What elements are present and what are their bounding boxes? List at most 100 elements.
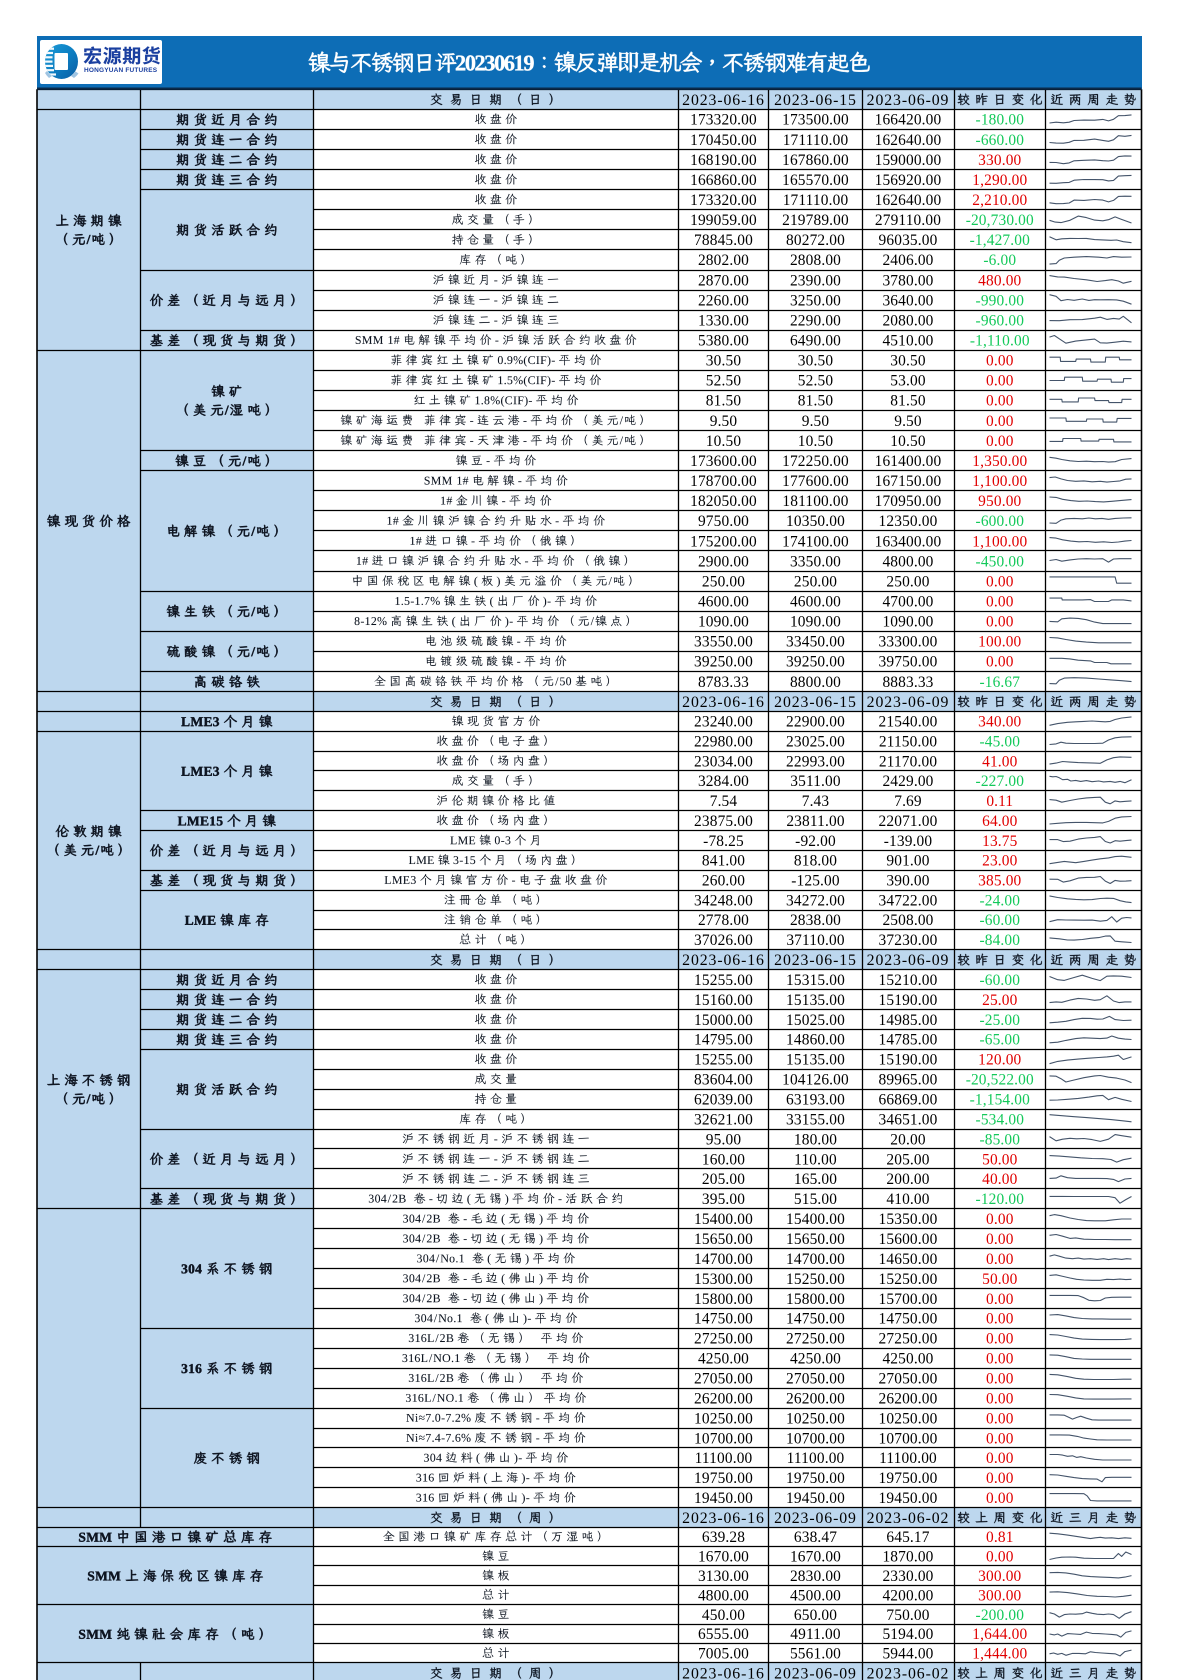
svg-text:385.00: 385.00 <box>978 873 1021 890</box>
svg-text:10.50: 10.50 <box>798 433 834 450</box>
svg-text:0.00: 0.00 <box>986 1231 1014 1248</box>
svg-text:0.00: 0.00 <box>986 1291 1014 1308</box>
svg-text:7005.00: 7005.00 <box>698 1646 749 1663</box>
svg-text:340.00: 340.00 <box>978 714 1021 731</box>
svg-text:0.00: 0.00 <box>986 573 1014 590</box>
svg-text:0.00: 0.00 <box>986 353 1014 370</box>
svg-text:81.50: 81.50 <box>706 393 742 410</box>
svg-text:14750.00: 14750.00 <box>786 1311 845 1328</box>
svg-text:32621.00: 32621.00 <box>694 1111 753 1128</box>
svg-text:6555.00: 6555.00 <box>698 1626 749 1643</box>
svg-text:159000.00: 159000.00 <box>875 152 942 169</box>
svg-text:-1,427.00: -1,427.00 <box>970 232 1030 249</box>
svg-text:-180.00: -180.00 <box>976 112 1025 129</box>
svg-text:1090.00: 1090.00 <box>882 614 933 631</box>
svg-text:96035.00: 96035.00 <box>879 232 938 249</box>
svg-text:19750.00: 19750.00 <box>786 1470 845 1487</box>
svg-text:11100.00: 11100.00 <box>695 1450 753 1467</box>
svg-text:390.00: 390.00 <box>886 873 929 890</box>
svg-text:83604.00: 83604.00 <box>694 1072 753 1089</box>
svg-text:14785.00: 14785.00 <box>879 1032 938 1049</box>
svg-text:0.00: 0.00 <box>986 654 1014 671</box>
svg-text:-20,730.00: -20,730.00 <box>966 212 1034 229</box>
svg-text:-1,110.00: -1,110.00 <box>970 333 1030 350</box>
svg-text:-120.00: -120.00 <box>976 1191 1025 1208</box>
svg-text:2870.00: 2870.00 <box>698 272 749 289</box>
svg-text:200.00: 200.00 <box>886 1171 929 1188</box>
svg-text:53.00: 53.00 <box>890 373 926 390</box>
svg-text:89965.00: 89965.00 <box>879 1072 938 1089</box>
svg-text:9.50: 9.50 <box>710 413 738 430</box>
svg-text:165570.00: 165570.00 <box>782 172 849 189</box>
svg-text:-6.00: -6.00 <box>983 252 1016 269</box>
svg-text:40.00: 40.00 <box>982 1171 1018 1188</box>
svg-text:14650.00: 14650.00 <box>879 1251 938 1268</box>
svg-text:2023-06-16: 2023-06-16 <box>682 694 765 711</box>
svg-text:163400.00: 163400.00 <box>875 533 942 550</box>
svg-text:2330.00: 2330.00 <box>882 1568 933 1585</box>
svg-text:0.00: 0.00 <box>986 1211 1014 1228</box>
svg-text:0.00: 0.00 <box>986 614 1014 631</box>
svg-text:175200.00: 175200.00 <box>690 533 757 550</box>
svg-text:173600.00: 173600.00 <box>690 453 757 470</box>
svg-text:15315.00: 15315.00 <box>786 972 845 989</box>
svg-text:1,644.00: 1,644.00 <box>972 1626 1027 1643</box>
svg-text:23034.00: 23034.00 <box>694 753 753 770</box>
svg-text:156920.00: 156920.00 <box>875 172 942 189</box>
svg-text:23811.00: 23811.00 <box>786 813 844 830</box>
svg-text:0.00: 0.00 <box>986 1371 1014 1388</box>
svg-text:171110.00: 171110.00 <box>783 132 849 149</box>
svg-text:15800.00: 15800.00 <box>694 1291 753 1308</box>
svg-text:34248.00: 34248.00 <box>694 892 753 909</box>
svg-text:639.28: 639.28 <box>702 1529 745 1546</box>
svg-text:170450.00: 170450.00 <box>690 132 757 149</box>
svg-text:-450.00: -450.00 <box>976 553 1025 570</box>
svg-text:0.00: 0.00 <box>986 433 1014 450</box>
svg-text:11100.00: 11100.00 <box>787 1450 845 1467</box>
svg-text:62039.00: 62039.00 <box>694 1092 753 1109</box>
svg-text:10.50: 10.50 <box>890 433 926 450</box>
svg-text:21150.00: 21150.00 <box>879 734 937 751</box>
svg-text:34651.00: 34651.00 <box>879 1111 938 1128</box>
svg-text:-1,154.00: -1,154.00 <box>970 1092 1030 1109</box>
svg-text:0.11: 0.11 <box>986 793 1013 810</box>
svg-text:-227.00: -227.00 <box>976 773 1025 790</box>
svg-text:2808.00: 2808.00 <box>790 252 841 269</box>
svg-text:15255.00: 15255.00 <box>694 972 753 989</box>
svg-text:410.00: 410.00 <box>886 1191 929 1208</box>
svg-text:15025.00: 15025.00 <box>786 1012 845 1029</box>
svg-text:2778.00: 2778.00 <box>698 912 749 929</box>
svg-text:182050.00: 182050.00 <box>690 493 757 510</box>
svg-text:20.00: 20.00 <box>890 1131 926 1148</box>
svg-text:841.00: 841.00 <box>702 853 745 870</box>
svg-text:2260.00: 2260.00 <box>698 292 749 309</box>
svg-text:-534.00: -534.00 <box>976 1111 1025 1128</box>
svg-text:15650.00: 15650.00 <box>694 1231 753 1248</box>
svg-text:13.75: 13.75 <box>982 833 1018 850</box>
svg-text:165.00: 165.00 <box>794 1171 837 1188</box>
svg-text:-60.00: -60.00 <box>979 912 1020 929</box>
svg-text:10250.00: 10250.00 <box>879 1410 938 1427</box>
svg-text:166860.00: 166860.00 <box>690 172 757 189</box>
svg-text:10250.00: 10250.00 <box>786 1410 845 1427</box>
svg-text:27250.00: 27250.00 <box>694 1331 753 1348</box>
svg-text:2429.00: 2429.00 <box>882 773 933 790</box>
svg-text:26200.00: 26200.00 <box>694 1390 753 1407</box>
svg-text:4911.00: 4911.00 <box>790 1626 841 1643</box>
svg-text:2023-06-02: 2023-06-02 <box>867 1510 950 1527</box>
svg-text:0.00: 0.00 <box>986 1331 1014 1348</box>
svg-text:10250.00: 10250.00 <box>694 1410 753 1427</box>
svg-text:52.50: 52.50 <box>706 373 742 390</box>
svg-text:160.00: 160.00 <box>702 1151 745 1168</box>
svg-text:1090.00: 1090.00 <box>790 614 841 631</box>
svg-text:0.00: 0.00 <box>986 1251 1014 1268</box>
svg-text:3780.00: 3780.00 <box>882 272 933 289</box>
svg-text:3130.00: 3130.00 <box>698 1568 749 1585</box>
svg-text:7.54: 7.54 <box>710 793 738 810</box>
svg-text:0.00: 0.00 <box>986 413 1014 430</box>
svg-text:19450.00: 19450.00 <box>879 1490 938 1507</box>
svg-text:0.00: 0.00 <box>986 1450 1014 1467</box>
svg-text:15700.00: 15700.00 <box>879 1291 938 1308</box>
svg-text:1,100.00: 1,100.00 <box>972 473 1027 490</box>
svg-text:205.00: 205.00 <box>886 1151 929 1168</box>
